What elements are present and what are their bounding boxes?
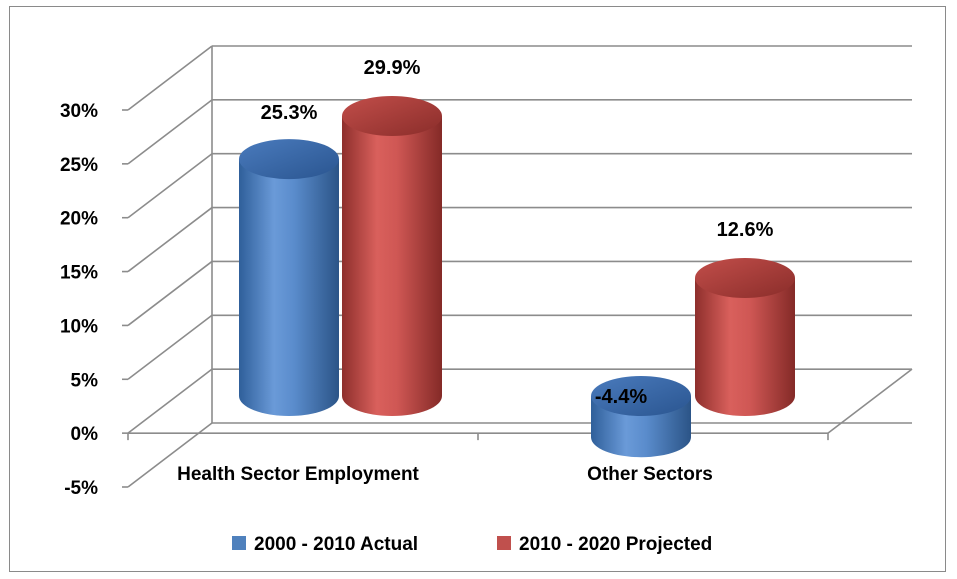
legend-label: 2010 - 2020 Projected <box>519 534 712 555</box>
bar-top <box>342 96 442 136</box>
gridline-side <box>127 99 213 165</box>
y-tick-label: 25% <box>60 155 98 176</box>
axes-layer: -5% 0% 5% 10% 15% 20% 25% 30% <box>60 45 913 499</box>
gridline-side <box>127 153 213 219</box>
bar-top <box>591 376 691 416</box>
category-label: Health Sector Employment <box>177 464 419 485</box>
y-tick-label: 15% <box>60 263 98 284</box>
bar-projected-1 <box>695 258 795 416</box>
data-label: 29.9% <box>364 57 421 79</box>
data-label: 25.3% <box>261 102 318 124</box>
legend-label: 2000 - 2010 Actual <box>254 534 418 555</box>
bar-actual-1 <box>591 376 691 458</box>
bar-body <box>342 116 442 416</box>
gridline-side <box>127 260 213 327</box>
bars-layer <box>239 96 795 458</box>
y-tick-label: 10% <box>60 316 98 337</box>
gridline-side <box>127 206 213 273</box>
y-tick-label: 5% <box>71 370 99 391</box>
bar-top <box>695 258 795 299</box>
legend-swatch <box>497 536 511 550</box>
y-tick-label: -5% <box>64 478 98 499</box>
bar-actual-0 <box>239 139 339 417</box>
y-tick-label: 0% <box>71 424 99 445</box>
gridline-side <box>127 368 213 434</box>
bar-top <box>239 139 339 180</box>
legend-swatch <box>232 536 246 550</box>
legend: 2000 - 2010 Actual 2010 - 2020 Projected <box>232 534 712 555</box>
data-label: 12.6% <box>717 219 774 241</box>
gridline-side <box>127 314 213 380</box>
floor-right-edge <box>827 368 913 434</box>
labels-layer: Health Sector Employment Other Sectors 25.… <box>177 57 773 485</box>
bar-body <box>695 278 795 416</box>
bar-body <box>239 159 339 417</box>
bar-projected-0 <box>342 96 442 416</box>
y-tick-label: 30% <box>60 101 98 122</box>
category-label: Other Sectors <box>587 464 713 485</box>
y-tick-label: 20% <box>60 209 98 230</box>
gridline-side <box>127 45 213 111</box>
data-label: -4.4% <box>595 386 647 408</box>
